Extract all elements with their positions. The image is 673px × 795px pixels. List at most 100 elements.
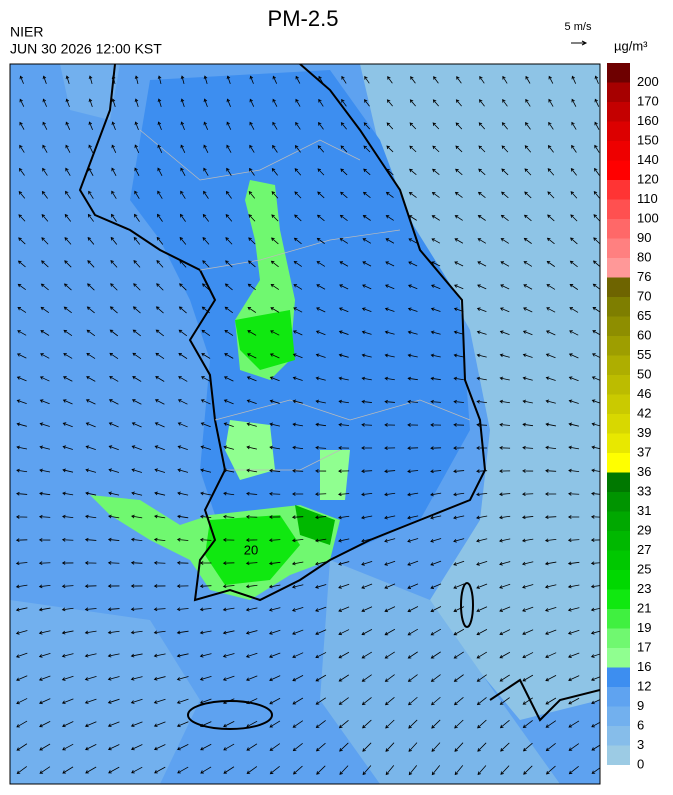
wind-arrow <box>453 560 465 566</box>
wind-arrow <box>384 469 396 474</box>
wind-arrow <box>130 560 143 565</box>
wind-arrow <box>341 99 347 107</box>
wind-arrow <box>567 561 580 566</box>
wind-arrow <box>384 583 396 589</box>
wind-arrow <box>177 491 189 496</box>
wind-arrow <box>522 330 533 336</box>
wind-arrow <box>521 561 534 566</box>
colorbar-block <box>607 550 630 570</box>
wind-arrow <box>87 213 94 222</box>
wind-arrow <box>107 676 120 681</box>
wind-arrow <box>385 261 395 267</box>
wind-arrow <box>522 652 534 659</box>
wind-arrow <box>180 121 185 131</box>
wind-arrow <box>85 514 97 519</box>
wind-arrow <box>363 122 371 130</box>
wind-arrow <box>42 144 48 153</box>
wind-arrow <box>316 237 325 244</box>
wind-arrow <box>317 168 325 176</box>
wind-arrow <box>157 167 163 176</box>
wind-arrow <box>569 283 579 290</box>
wind-arrow <box>86 352 96 359</box>
wind-arrow <box>62 422 73 428</box>
colorbar-block <box>607 258 630 278</box>
wind-arrow <box>547 145 554 153</box>
wind-arrow <box>384 674 395 682</box>
wind-arrow <box>18 167 25 176</box>
wind-arrow <box>42 121 48 130</box>
wind-arrow <box>224 353 234 359</box>
wind-arrow <box>62 468 74 473</box>
wind-arrow <box>384 628 396 636</box>
wind-arrow <box>591 491 600 496</box>
wind-arrow <box>499 422 511 427</box>
wind-arrow <box>223 445 234 450</box>
wind-arrow <box>455 145 463 153</box>
wind-arrow <box>361 538 373 543</box>
wind-arrow <box>408 696 418 706</box>
wind-arrow <box>594 167 600 176</box>
wind-arrow <box>268 629 281 635</box>
wind-arrow <box>200 491 212 496</box>
wind-arrow <box>476 353 487 358</box>
wind-arrow <box>362 215 371 221</box>
wind-arrow <box>199 607 212 612</box>
wind-arrow <box>19 121 25 130</box>
wind-arrow <box>430 606 442 613</box>
wind-arrow <box>362 284 372 290</box>
wind-arrow <box>177 468 189 473</box>
wind-arrow <box>201 306 210 314</box>
wind-arrow <box>407 469 419 474</box>
wind-arrow <box>226 75 231 84</box>
wind-arrow <box>111 144 117 154</box>
wind-arrow <box>15 607 28 612</box>
wind-arrow <box>590 607 600 612</box>
wind-arrow <box>386 99 393 107</box>
wind-arrow <box>499 719 510 729</box>
wind-arrow <box>176 537 189 542</box>
wind-arrow <box>500 261 510 267</box>
wind-arrow <box>130 721 143 728</box>
wind-arrow <box>338 606 350 612</box>
wind-arrow <box>591 422 600 427</box>
wind-arrow <box>88 98 93 108</box>
wind-arrow <box>430 674 441 682</box>
wind-arrow <box>522 422 534 427</box>
wind-arrow <box>155 376 165 382</box>
wind-arrow <box>130 630 143 635</box>
wind-arrow <box>430 353 441 358</box>
wind-arrow <box>316 214 325 222</box>
wind-arrow <box>499 651 511 659</box>
wind-arrow <box>61 675 74 681</box>
wind-arrow <box>200 445 211 450</box>
wind-arrow <box>499 629 511 636</box>
wind-arrow <box>570 214 578 222</box>
wind-arrow <box>590 630 600 635</box>
wind-arrow <box>15 630 28 635</box>
wind-arrow <box>61 630 74 635</box>
wind-arrow <box>316 765 326 775</box>
wind-arrow <box>84 607 97 612</box>
wind-arrow <box>222 675 235 681</box>
wind-arrow <box>430 399 441 404</box>
colorbar-label: 29 <box>637 522 651 537</box>
wind-arrow <box>87 283 95 291</box>
wind-arrow <box>223 721 235 728</box>
wind-arrow <box>338 353 349 358</box>
wind-arrow <box>476 606 488 613</box>
wind-arrow <box>64 237 72 245</box>
wind-arrow <box>386 122 394 130</box>
wind-arrow <box>40 330 50 336</box>
wind-arrow <box>223 399 234 405</box>
wind-arrow <box>41 260 49 268</box>
wind-arrow <box>39 491 51 496</box>
wind-arrow <box>478 145 486 153</box>
wind-arrow <box>40 283 49 291</box>
wind-arrow <box>224 283 233 291</box>
wind-arrow <box>39 468 51 473</box>
wind-arrow <box>156 236 164 245</box>
wind-arrow <box>42 167 48 176</box>
wind-arrow <box>16 698 28 705</box>
wind-arrow <box>292 720 304 728</box>
wind-arrow <box>269 652 281 658</box>
